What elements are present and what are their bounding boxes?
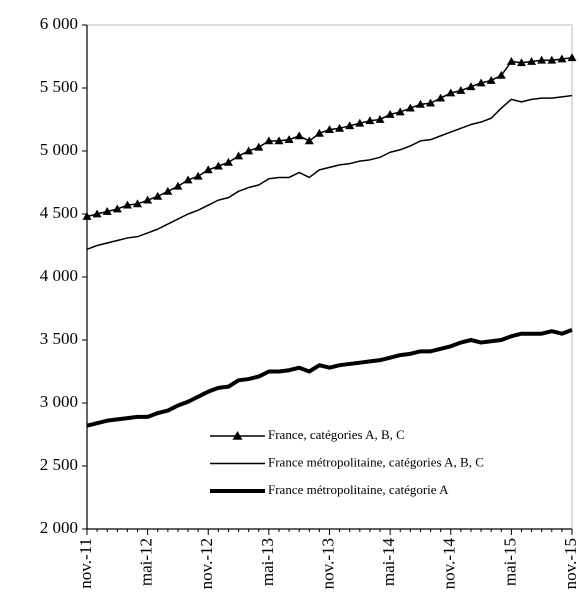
series-marker bbox=[466, 82, 476, 91]
series-marker bbox=[183, 175, 193, 184]
x-tick-label: mai-14 bbox=[379, 538, 398, 587]
series-marker bbox=[335, 123, 345, 132]
x-tick-label: mai-12 bbox=[137, 538, 156, 586]
series-line bbox=[86, 328, 573, 428]
series-marker bbox=[325, 125, 334, 133]
y-tick-label: 4 500 bbox=[40, 203, 78, 222]
series-marker bbox=[143, 195, 153, 204]
series-marker bbox=[567, 53, 577, 62]
series-marker bbox=[345, 121, 355, 130]
series-marker bbox=[537, 55, 547, 64]
series-marker bbox=[153, 191, 163, 200]
x-tick-label: nov.-15 bbox=[561, 538, 579, 589]
series-marker bbox=[405, 103, 415, 112]
y-tick-label: 3 000 bbox=[40, 392, 78, 411]
y-tick-label: 2 500 bbox=[40, 455, 78, 474]
series-marker bbox=[122, 200, 132, 209]
series-marker bbox=[203, 165, 213, 174]
series-marker bbox=[254, 142, 264, 151]
x-tick-label: nov.-12 bbox=[197, 538, 216, 589]
series-marker bbox=[82, 212, 92, 220]
series-marker bbox=[547, 55, 557, 64]
series-marker bbox=[102, 206, 112, 215]
series-marker bbox=[244, 146, 254, 155]
y-tick-label: 4 000 bbox=[40, 266, 78, 285]
series-line bbox=[86, 94, 573, 250]
series-marker bbox=[92, 209, 102, 218]
series-marker bbox=[304, 136, 314, 145]
x-tick-label: mai-15 bbox=[500, 538, 519, 586]
series-line bbox=[86, 57, 573, 218]
legend-item: France, catégories A, B, C bbox=[210, 427, 405, 442]
series-marker bbox=[506, 57, 516, 65]
series-marker bbox=[496, 70, 506, 79]
series-marker bbox=[133, 199, 143, 208]
series-marker bbox=[385, 109, 395, 118]
series-marker bbox=[395, 107, 405, 116]
series-marker bbox=[163, 186, 173, 195]
series-marker bbox=[415, 99, 425, 108]
legend-label: France métropolitaine, catégories A, B, … bbox=[268, 454, 484, 469]
series-marker bbox=[426, 98, 436, 107]
series-marker bbox=[112, 204, 122, 213]
y-tick-label: 2 000 bbox=[40, 518, 78, 537]
legend-label: France métropolitaine, catégorie A bbox=[268, 482, 449, 497]
series-marker bbox=[516, 58, 526, 67]
series-marker bbox=[557, 54, 567, 63]
x-tick-label: nov.-11 bbox=[76, 538, 95, 589]
x-tick-label: nov.-14 bbox=[440, 538, 459, 590]
legend-marker bbox=[232, 431, 243, 440]
series-marker bbox=[213, 161, 223, 170]
series-marker bbox=[365, 116, 375, 125]
series-marker bbox=[223, 157, 233, 166]
series-marker bbox=[284, 135, 294, 144]
series-marker bbox=[527, 57, 537, 65]
series-marker bbox=[375, 115, 385, 123]
series-marker bbox=[355, 118, 365, 127]
legend-label: France, catégories A, B, C bbox=[268, 427, 405, 442]
series-marker bbox=[234, 151, 244, 160]
series-marker bbox=[314, 128, 324, 137]
legend-item: France métropolitaine, catégorie A bbox=[210, 482, 449, 497]
series-marker bbox=[436, 93, 446, 102]
series-marker bbox=[456, 86, 466, 94]
plot-frame bbox=[86, 24, 573, 530]
series-marker bbox=[294, 131, 304, 140]
x-tick-label: nov.-13 bbox=[318, 538, 337, 589]
legend-item: France métropolitaine, catégories A, B, … bbox=[210, 454, 484, 469]
series-marker bbox=[173, 181, 183, 190]
y-tick-label: 6 000 bbox=[40, 14, 78, 33]
series-marker bbox=[193, 171, 203, 180]
series-marker bbox=[446, 88, 456, 97]
y-tick-label: 3 500 bbox=[40, 329, 78, 348]
series-marker bbox=[274, 136, 284, 145]
series-marker bbox=[486, 75, 496, 84]
y-tick-label: 5 500 bbox=[40, 77, 78, 96]
y-tick-label: 5 000 bbox=[40, 140, 78, 159]
series-marker bbox=[476, 78, 486, 87]
x-tick-label: mai-13 bbox=[258, 538, 277, 586]
series-marker bbox=[264, 136, 274, 145]
